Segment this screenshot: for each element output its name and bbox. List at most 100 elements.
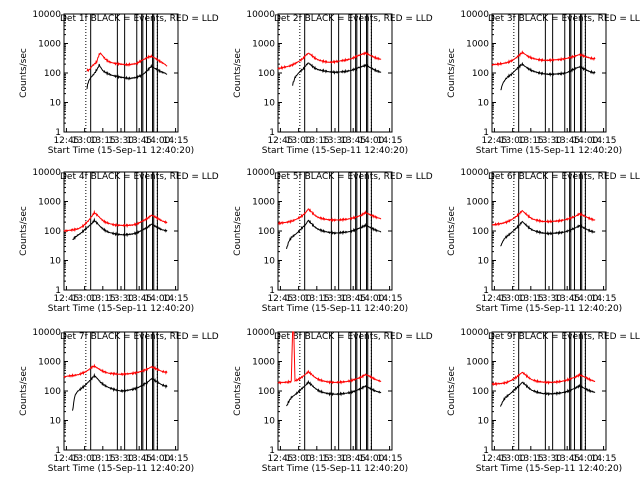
- y-tick-label: 1000: [466, 40, 489, 50]
- y-tick-label: 1: [269, 286, 275, 296]
- plot-frame: [277, 171, 393, 291]
- x-tick-label: 13:45: [554, 136, 580, 146]
- x-tick-label: 12:45: [481, 136, 507, 146]
- x-tick-label: 13:45: [554, 294, 580, 304]
- x-tick-label: 12:45: [53, 454, 79, 464]
- series-events-line: [500, 220, 596, 247]
- x-tick-label: 14:15: [377, 454, 403, 464]
- x-tick-label: 13:15: [90, 136, 116, 146]
- y-tick-label: 10: [264, 257, 276, 267]
- x-tick-label: 14:15: [163, 136, 189, 146]
- x-tick-label: 14:15: [163, 454, 189, 464]
- x-tick-label: 14:15: [591, 136, 617, 146]
- chart-panel-8: Det 8f BLACK = Events, RED = LLD 1 10 100 10…: [233, 328, 433, 474]
- series-events-line: [286, 219, 382, 250]
- x-tick-label: 14:15: [591, 294, 617, 304]
- y-tick-label: 1: [269, 446, 275, 456]
- x-tick-label: 13:30: [322, 136, 348, 146]
- series-lld-line: [86, 52, 168, 73]
- y-tick-label: 100: [258, 227, 275, 237]
- x-tick-label: 13:15: [90, 294, 116, 304]
- series-events-line: [86, 63, 168, 90]
- series-events-line: [500, 61, 596, 91]
- x-tick-label: 13:00: [500, 294, 526, 304]
- x-tick-label: 13:15: [304, 294, 330, 304]
- x-tick-label: 13:30: [536, 294, 562, 304]
- y-tick-label: 10: [50, 257, 62, 267]
- x-tick-label: 13:45: [340, 136, 366, 146]
- y-tick-label: 100: [472, 69, 489, 79]
- chart-panel-6: Det 6f BLACK = Events, RED = LLD 1 10 100 10…: [447, 168, 640, 314]
- y-tick-label: 10000: [460, 10, 489, 20]
- series-events-line: [286, 379, 382, 407]
- y-tick-label: 100: [44, 69, 61, 79]
- x-tick-label: 13:45: [554, 454, 580, 464]
- chart-title: Det 6f BLACK = Events, RED = LLD: [488, 172, 640, 182]
- y-axis-label: Counts/sec: [19, 206, 29, 256]
- plot-frame: [491, 13, 607, 133]
- x-axis-label: Start Time (15-Sep-11 12:40:20): [476, 146, 622, 156]
- x-tick-label: 12:45: [481, 294, 507, 304]
- y-tick-label: 1: [483, 128, 489, 138]
- y-tick-label: 10: [50, 99, 62, 109]
- x-tick-label: 13:15: [518, 136, 544, 146]
- x-tick-label: 14:15: [163, 294, 189, 304]
- y-tick-label: 10000: [32, 10, 61, 20]
- x-tick-label: 14:00: [144, 294, 170, 304]
- x-tick-label: 14:00: [572, 294, 598, 304]
- x-tick-label: 13:30: [108, 294, 134, 304]
- y-tick-label: 10000: [246, 10, 275, 20]
- x-tick-label: 13:15: [518, 454, 544, 464]
- x-tick-label: 14:15: [377, 294, 403, 304]
- x-tick-label: 13:00: [286, 136, 312, 146]
- y-tick-label: 1000: [252, 358, 275, 368]
- x-axis-label: Start Time (15-Sep-11 12:40:20): [48, 146, 194, 156]
- y-tick-label: 10000: [32, 168, 61, 178]
- chart-title: Det 2f BLACK = Events, RED = LLD: [274, 14, 433, 24]
- chart-title: Det 3f BLACK = Events, RED = LLD: [488, 14, 640, 24]
- series-lld-line: [277, 51, 382, 70]
- chart-panel-3: Det 3f BLACK = Events, RED = LLD 1 10 100 10…: [447, 10, 640, 156]
- x-tick-label: 14:00: [144, 454, 170, 464]
- x-tick-label: 13:45: [126, 454, 152, 464]
- y-tick-label: 10000: [460, 328, 489, 338]
- y-axis-label: Counts/sec: [233, 48, 243, 98]
- x-tick-label: 13:15: [90, 454, 116, 464]
- chart-panel-2: Det 2f BLACK = Events, RED = LLD 1 10 100 10…: [233, 10, 433, 156]
- x-tick-label: 13:15: [304, 454, 330, 464]
- y-tick-label: 1000: [252, 40, 275, 50]
- x-tick-label: 14:00: [358, 294, 384, 304]
- y-axis-label: Counts/sec: [19, 366, 29, 416]
- chart-panel-5: Det 5f BLACK = Events, RED = LLD 1 10 100 10…: [233, 168, 433, 314]
- chart-title: Det 9f BLACK = Events, RED = LLD: [488, 332, 640, 342]
- chart-title: Det 5f BLACK = Events, RED = LLD: [274, 172, 433, 182]
- series-lld-line: [277, 208, 382, 226]
- series-events-line: [72, 217, 168, 241]
- x-tick-label: 14:15: [591, 454, 617, 464]
- x-tick-label: 13:15: [518, 294, 544, 304]
- chart-panel-7: Det 7f BLACK = Events, RED = LLD 1 10 100 10…: [19, 328, 219, 474]
- series-events-line: [500, 381, 596, 407]
- chart-title: Det 8f BLACK = Events, RED = LLD: [274, 332, 433, 342]
- x-tick-label: 14:00: [572, 136, 598, 146]
- x-axis-label: Start Time (15-Sep-11 12:40:20): [262, 464, 408, 474]
- x-tick-label: 14:15: [377, 136, 403, 146]
- x-tick-label: 13:00: [72, 136, 98, 146]
- x-tick-label: 13:30: [536, 136, 562, 146]
- x-tick-label: 13:30: [322, 454, 348, 464]
- x-tick-label: 13:30: [108, 454, 134, 464]
- y-axis-label: Counts/sec: [447, 206, 457, 256]
- y-tick-label: 10: [478, 99, 490, 109]
- y-tick-label: 1: [55, 128, 61, 138]
- y-tick-label: 100: [472, 387, 489, 397]
- y-tick-label: 10000: [246, 168, 275, 178]
- y-tick-label: 100: [258, 69, 275, 79]
- x-tick-label: 12:45: [267, 454, 293, 464]
- y-tick-label: 10000: [32, 328, 61, 338]
- plot-frame: [63, 13, 179, 133]
- series-lld-line: [277, 331, 382, 385]
- x-axis-label: Start Time (15-Sep-11 12:40:20): [48, 464, 194, 474]
- series-events-line: [292, 62, 382, 86]
- x-tick-label: 12:45: [267, 136, 293, 146]
- y-tick-label: 10: [264, 99, 276, 109]
